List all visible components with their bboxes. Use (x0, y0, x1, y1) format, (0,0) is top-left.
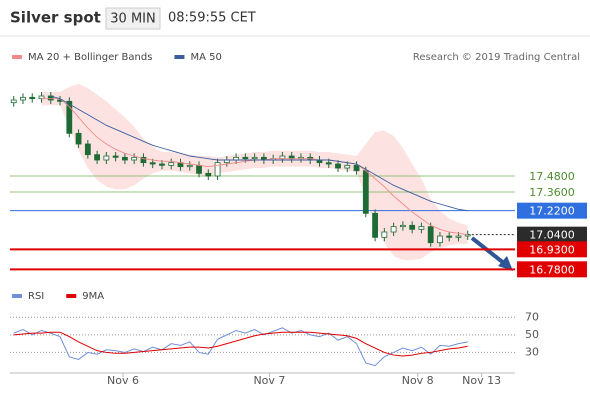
candle-body (75, 132, 82, 145)
candle-body (112, 155, 119, 158)
time: 08:59:55 CET (168, 11, 256, 26)
legend-swatch (12, 55, 22, 59)
level-label: 16.9300 (529, 243, 575, 256)
legend-label: RSI (28, 291, 44, 302)
candle-body (214, 162, 221, 177)
candle-body (29, 96, 36, 100)
bollinger-band (41, 84, 468, 260)
candle-body (372, 212, 378, 238)
candle-body (362, 170, 369, 214)
candle-body (196, 164, 202, 174)
level-box (517, 241, 587, 258)
candle-body (427, 226, 434, 244)
level-box (517, 226, 587, 243)
candle-body (381, 231, 388, 238)
legend-swatch (66, 294, 77, 298)
candle-body (418, 226, 425, 230)
y-tick-label: 30 (525, 345, 539, 358)
arrow-shaft (470, 236, 507, 266)
candle-body (455, 235, 462, 238)
legend-label: MA 20 + Bollinger Bands (28, 52, 152, 63)
level-box (517, 202, 587, 219)
candle-body (325, 162, 332, 165)
level-label: 17.0400 (529, 229, 575, 242)
y-tick-label: 50 (525, 328, 539, 341)
candle-body (335, 163, 341, 169)
level-label: 17.4800 (529, 170, 575, 183)
credit: Research © 2019 Trading Central (413, 52, 580, 63)
candle-body (84, 143, 91, 156)
candle-body (399, 224, 406, 228)
candle-body (242, 156, 249, 160)
legend-label: 9MA (82, 291, 104, 302)
candle-body (168, 162, 175, 166)
candle-body (10, 99, 17, 104)
candle-body (446, 235, 453, 238)
legend-swatch (12, 294, 22, 298)
ma-line (50, 95, 468, 212)
candle-body (20, 96, 26, 101)
legend-label: MA 50 (190, 52, 221, 63)
candle-body (159, 163, 165, 166)
x-tick-label: Nov 7 (253, 374, 285, 387)
level-label: 16.7800 (529, 263, 575, 276)
candle-body (121, 156, 128, 161)
candle-body (103, 155, 110, 161)
candle-body (66, 100, 73, 134)
level-label: 17.2200 (529, 205, 575, 218)
candle-body (131, 156, 138, 161)
candle-body (409, 224, 416, 230)
candle-body (94, 154, 101, 161)
interval: 30 MIN (110, 12, 155, 27)
y-tick-label: 70 (525, 310, 539, 323)
candle-body (140, 156, 147, 164)
legend-swatch (174, 55, 185, 59)
candle-body (186, 164, 193, 168)
title: Silver spot (10, 9, 101, 27)
arrow-head (498, 256, 513, 271)
level-label: 17.3600 (529, 186, 575, 199)
interval-box (105, 7, 161, 30)
candle-body (251, 156, 258, 160)
series-line (13, 331, 468, 357)
series-line (13, 327, 468, 367)
x-tick-label: Nov 8 (402, 374, 434, 387)
candle-body (353, 164, 360, 172)
candle-body (437, 235, 443, 244)
header-bar (0, 0, 590, 36)
level-box (517, 261, 587, 278)
candle-body (344, 164, 351, 169)
candle-body (149, 162, 156, 165)
candle-body (390, 226, 397, 233)
candle-body (205, 172, 212, 177)
x-tick-label: Nov 6 (107, 374, 139, 387)
x-tick-label: Nov 13 (462, 374, 501, 387)
